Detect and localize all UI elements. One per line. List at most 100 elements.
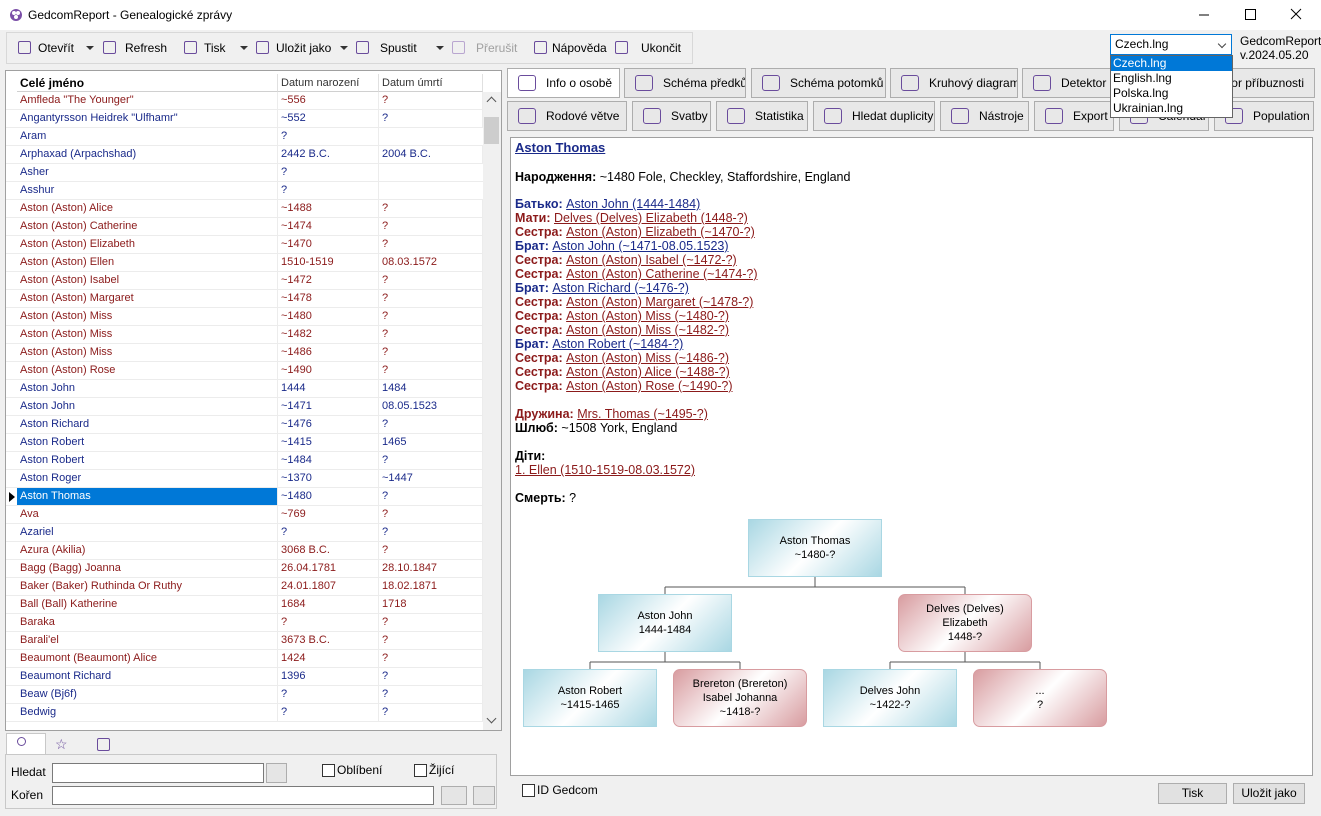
table-cell[interactable]: Beaumont Richard — [17, 668, 278, 685]
table-cell[interactable]: ? — [379, 632, 483, 649]
table-cell[interactable]: Aston (Aston) Miss — [17, 308, 278, 325]
table-cell[interactable]: ? — [379, 452, 483, 469]
dropdown-arrow[interactable] — [436, 46, 444, 50]
table-cell[interactable]: 1510-1519 — [278, 254, 379, 271]
table-cell[interactable]: ~1490 — [278, 362, 379, 379]
table-cell[interactable]: Beaumont (Beaumont) Alice — [17, 650, 278, 667]
table-cell[interactable]: 18.02.1871 — [379, 578, 483, 595]
table-cell[interactable]: Aston Robert — [17, 452, 278, 469]
table-cell[interactable]: 1684 — [278, 596, 379, 613]
table-cell[interactable]: Amfleda "The Younger" — [17, 92, 278, 109]
table-cell[interactable]: Aston John — [17, 398, 278, 415]
table-cell[interactable]: Azura (Akilia) — [17, 542, 278, 559]
scrollbar-thumb[interactable] — [484, 117, 499, 144]
table-cell[interactable]: ~1488 — [278, 200, 379, 217]
table-cell[interactable]: Aston (Aston) Elizabeth — [17, 236, 278, 253]
table-cell[interactable]: ~1480 — [278, 488, 379, 505]
table-cell[interactable]: ? — [379, 524, 483, 541]
language-option[interactable]: English.lng — [1113, 71, 1172, 85]
tab-button[interactable]: Hledat duplicity — [813, 101, 935, 131]
table-cell[interactable]: ~1484 — [278, 452, 379, 469]
tree-node[interactable]: ...? — [973, 669, 1107, 727]
tab-button[interactable]: Rodové větve — [507, 101, 627, 131]
table-cell[interactable]: 1444 — [278, 380, 379, 397]
table-cell[interactable]: ? — [379, 650, 483, 667]
column-header[interactable]: Celé jméno — [17, 74, 278, 92]
language-option[interactable]: Ukrainian.lng — [1113, 101, 1184, 115]
table-cell[interactable]: ? — [379, 344, 483, 361]
table-cell[interactable]: 26.04.1781 — [278, 560, 379, 577]
table-cell[interactable]: 1484 — [379, 380, 483, 397]
table-cell[interactable]: ? — [379, 110, 483, 127]
table-cell[interactable]: 1396 — [278, 668, 379, 685]
table-cell[interactable]: ? — [379, 704, 483, 721]
table-cell[interactable]: ~556 — [278, 92, 379, 109]
table-cell[interactable]: Baraka — [17, 614, 278, 631]
language-option[interactable]: Polska.lng — [1113, 86, 1169, 100]
tree-node[interactable]: Delves John ~1422-? — [823, 669, 957, 727]
table-cell[interactable]: Asher — [17, 164, 278, 181]
column-header[interactable]: Datum úmrtí — [379, 74, 483, 92]
table-cell[interactable]: ? — [278, 128, 379, 145]
column-header[interactable]: Datum narození — [278, 74, 379, 92]
table-cell[interactable]: ? — [379, 542, 483, 559]
table-cell[interactable]: Beaw (Bj6f) — [17, 686, 278, 703]
table-cell[interactable]: ~769 — [278, 506, 379, 523]
tree-node[interactable]: Aston Robert ~1415-1465 — [523, 669, 657, 727]
table-cell[interactable]: ~1480 — [278, 308, 379, 325]
table-cell[interactable]: Baker (Baker) Ruthinda Or Ruthy — [17, 578, 278, 595]
tab-button[interactable]: Info o osobě — [507, 68, 620, 98]
table-cell[interactable]: ? — [379, 416, 483, 433]
table-cell[interactable]: ~1486 — [278, 344, 379, 361]
table-cell[interactable]: Aram — [17, 128, 278, 145]
toolbar-button[interactable]: Ukončit — [641, 41, 682, 55]
table-cell[interactable]: ~1476 — [278, 416, 379, 433]
table-cell[interactable]: ~1474 — [278, 218, 379, 235]
table-cell[interactable]: ? — [379, 668, 483, 685]
tab-button[interactable]: Schéma předků — [624, 68, 746, 98]
table-cell[interactable]: ~1447 — [379, 470, 483, 487]
checkbox[interactable] — [322, 764, 335, 777]
table-cell[interactable]: Ball (Ball) Katherine — [17, 596, 278, 613]
filter-button[interactable] — [266, 763, 287, 783]
table-cell[interactable]: Aston (Aston) Miss — [17, 326, 278, 343]
print-button[interactable]: Tisk — [1158, 783, 1227, 804]
dropdown-arrow[interactable] — [240, 46, 248, 50]
table-cell[interactable]: 08.03.1572 — [379, 254, 483, 271]
table-cell[interactable]: ~1472 — [278, 272, 379, 289]
table-cell[interactable]: ? — [379, 506, 483, 523]
tree-node[interactable]: Brereton (Brereton) Isabel Johanna ~1418-… — [673, 669, 807, 727]
toolbar-button[interactable]: Tisk — [204, 41, 226, 55]
table-cell[interactable]: Bedwig — [17, 704, 278, 721]
table-cell[interactable]: ? — [379, 200, 483, 217]
table-cell[interactable]: ~552 — [278, 110, 379, 127]
dropdown-arrow[interactable] — [86, 46, 94, 50]
dropdown-arrow[interactable] — [340, 46, 348, 50]
table-cell[interactable]: ? — [278, 614, 379, 631]
table-cell[interactable]: ? — [379, 362, 483, 379]
table-cell[interactable]: ? — [379, 686, 483, 703]
table-cell[interactable]: Aston John — [17, 380, 278, 397]
table-cell[interactable]: 24.01.1807 — [278, 578, 379, 595]
tab-button[interactable]: Nástroje — [940, 101, 1029, 131]
tree-node[interactable]: Aston John 1444-1484 — [598, 594, 732, 652]
table-cell[interactable]: 08.05.1523 — [379, 398, 483, 415]
tree-node[interactable]: Aston Thomas ~1480-? — [748, 519, 882, 577]
table-cell[interactable]: ? — [379, 326, 483, 343]
person-name[interactable]: Aston Thomas — [515, 140, 606, 155]
search-tab[interactable] — [6, 733, 46, 754]
table-cell[interactable]: Aston (Aston) Miss — [17, 344, 278, 361]
toolbar-button[interactable]: Nápověda — [552, 41, 607, 55]
tab-button[interactable]: Kruhový diagram — [890, 68, 1018, 98]
toolbar-button[interactable]: Refresh — [125, 41, 168, 55]
table-cell[interactable]: Aston Robert — [17, 434, 278, 451]
table-cell[interactable]: Aston Roger — [17, 470, 278, 487]
table-cell[interactable]: Aston (Aston) Rose — [17, 362, 278, 379]
toolbar-button[interactable]: Spustit — [380, 41, 417, 55]
tree-node[interactable]: Delves (Delves) Elizabeth 1448-? — [898, 594, 1032, 652]
save-button[interactable]: Uložit jako — [1233, 783, 1305, 804]
table-cell[interactable]: 2004 B.C. — [379, 146, 483, 163]
table-cell[interactable]: 28.10.1847 — [379, 560, 483, 577]
tab-button[interactable]: Svatby — [632, 101, 711, 131]
table-cell[interactable]: ? — [379, 236, 483, 253]
